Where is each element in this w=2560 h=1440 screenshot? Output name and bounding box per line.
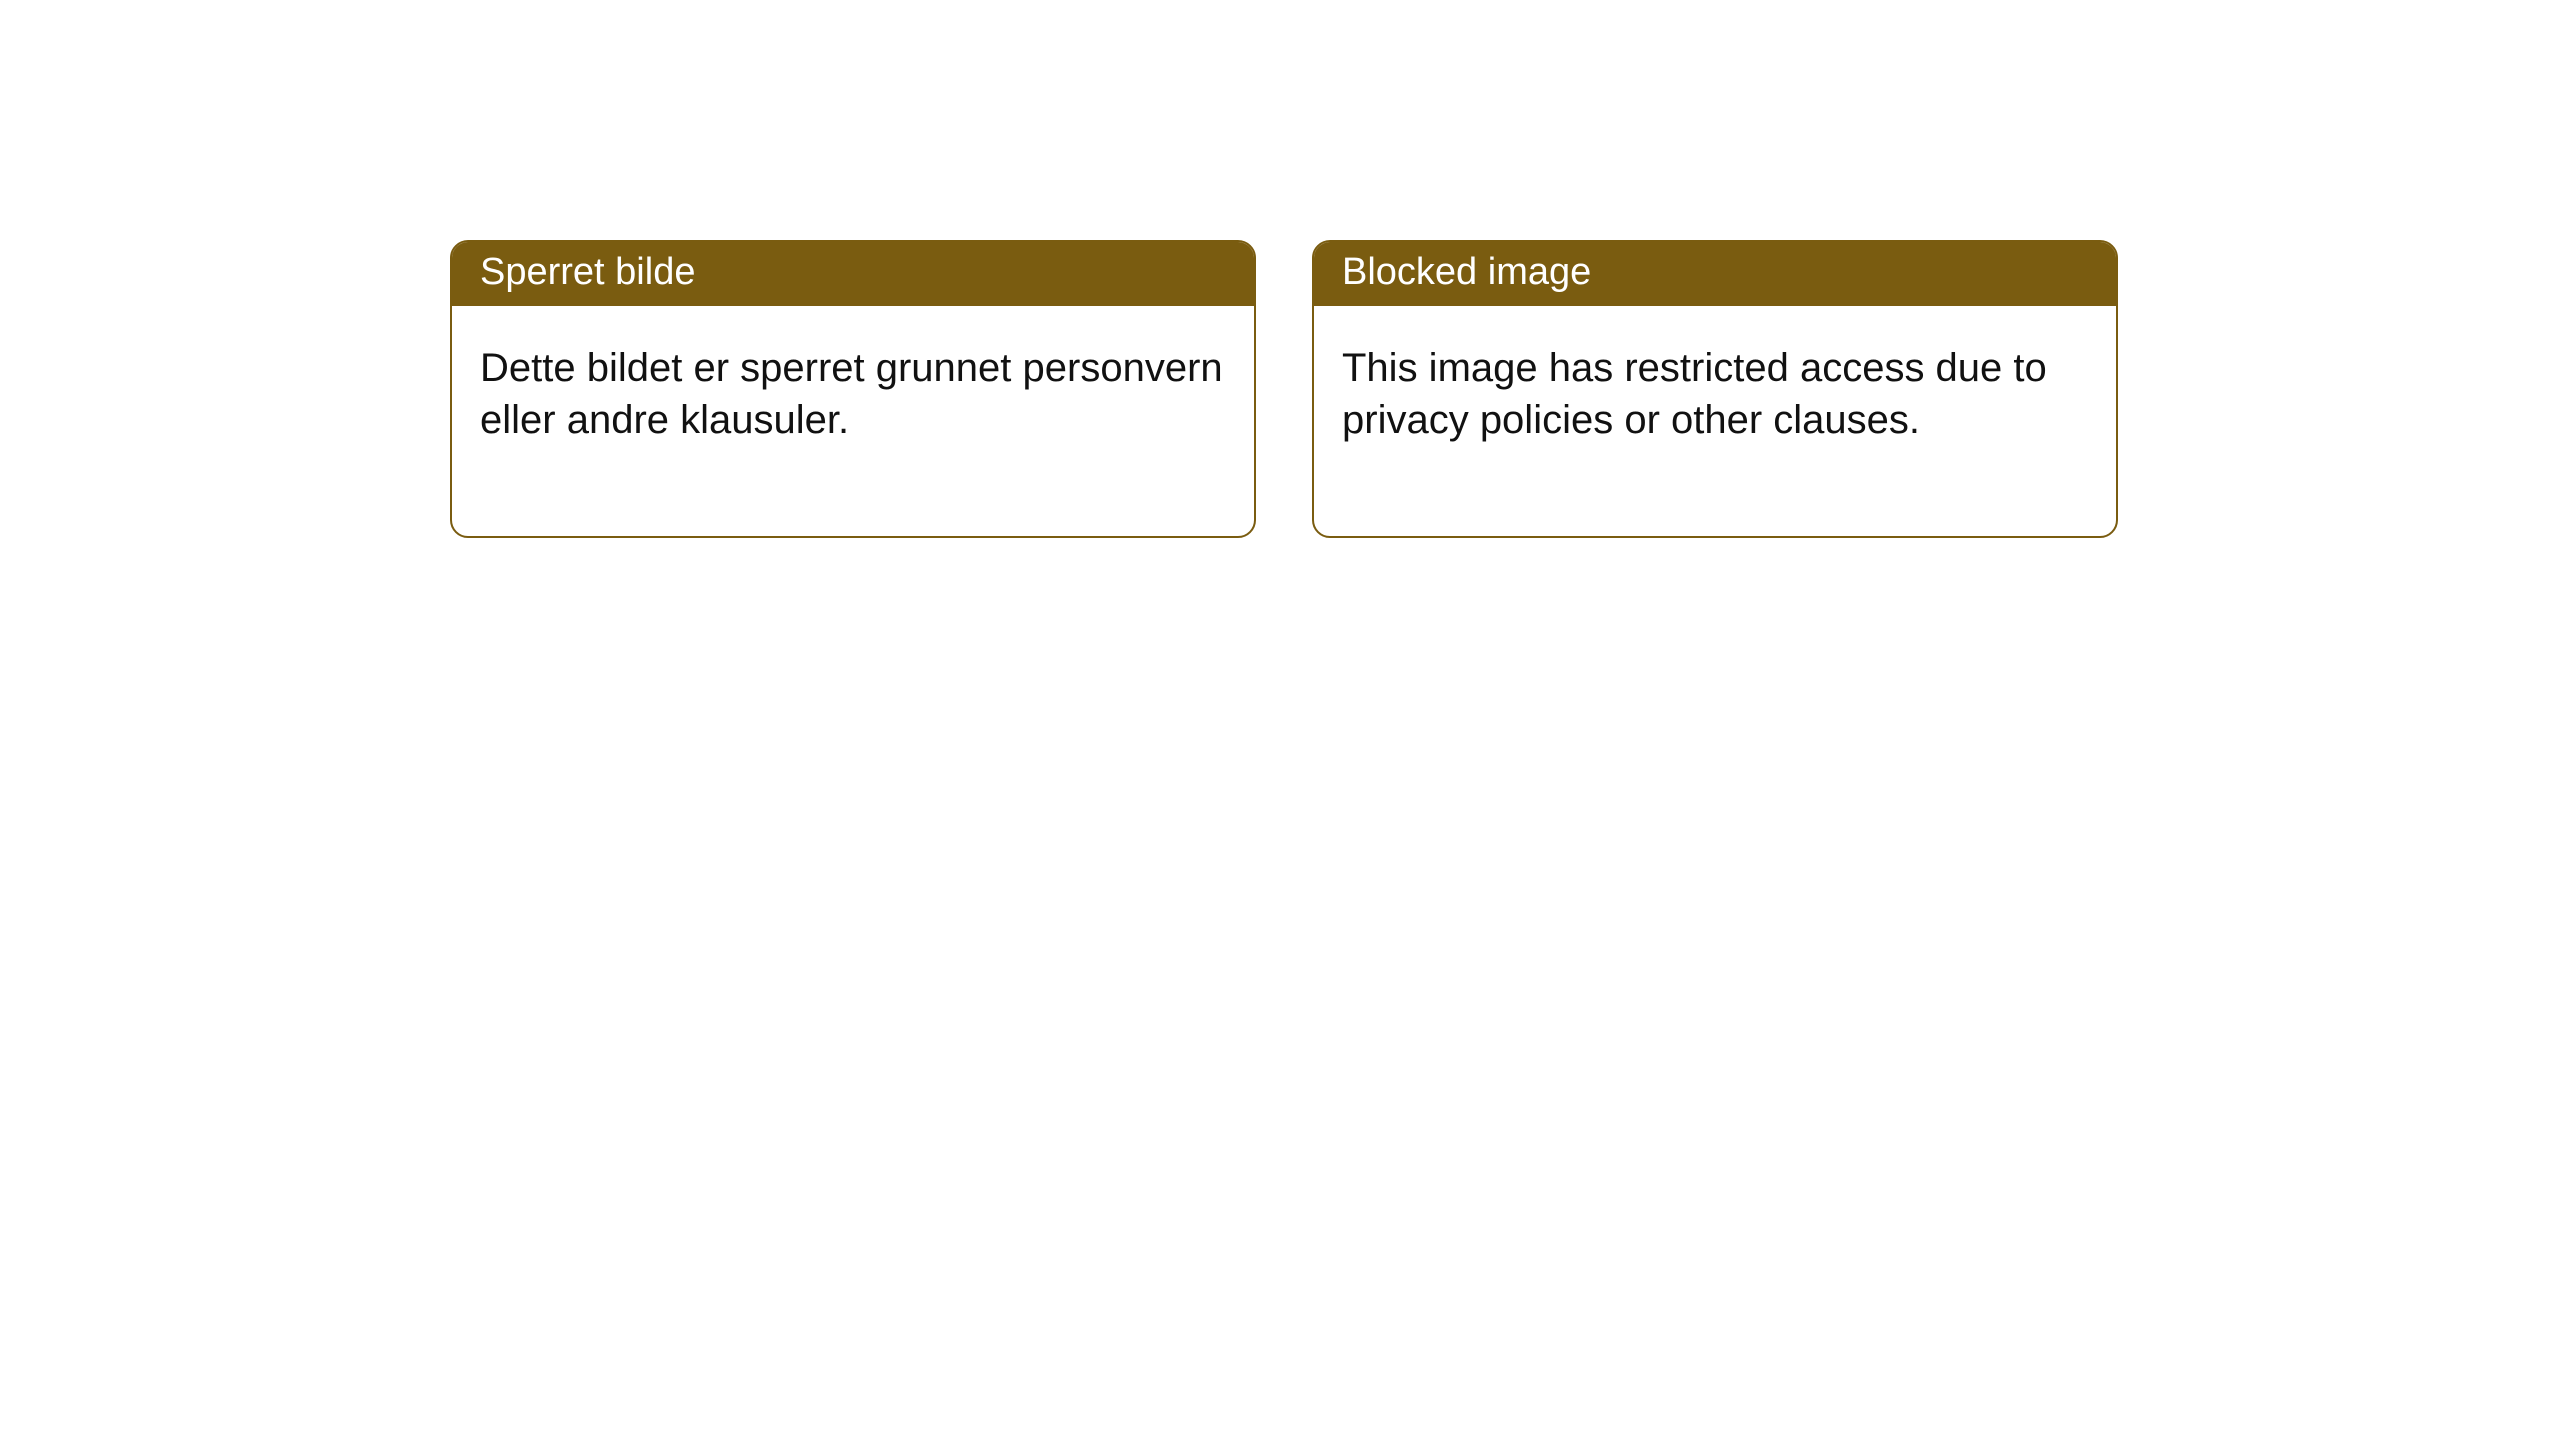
notice-title-norwegian: Sperret bilde	[452, 242, 1254, 306]
notice-container: Sperret bilde Dette bildet er sperret gr…	[0, 0, 2560, 538]
notice-title-english: Blocked image	[1314, 242, 2116, 306]
notice-card-english: Blocked image This image has restricted …	[1312, 240, 2118, 538]
notice-message-norwegian: Dette bildet er sperret grunnet personve…	[452, 306, 1254, 536]
notice-message-english: This image has restricted access due to …	[1314, 306, 2116, 536]
notice-card-norwegian: Sperret bilde Dette bildet er sperret gr…	[450, 240, 1256, 538]
